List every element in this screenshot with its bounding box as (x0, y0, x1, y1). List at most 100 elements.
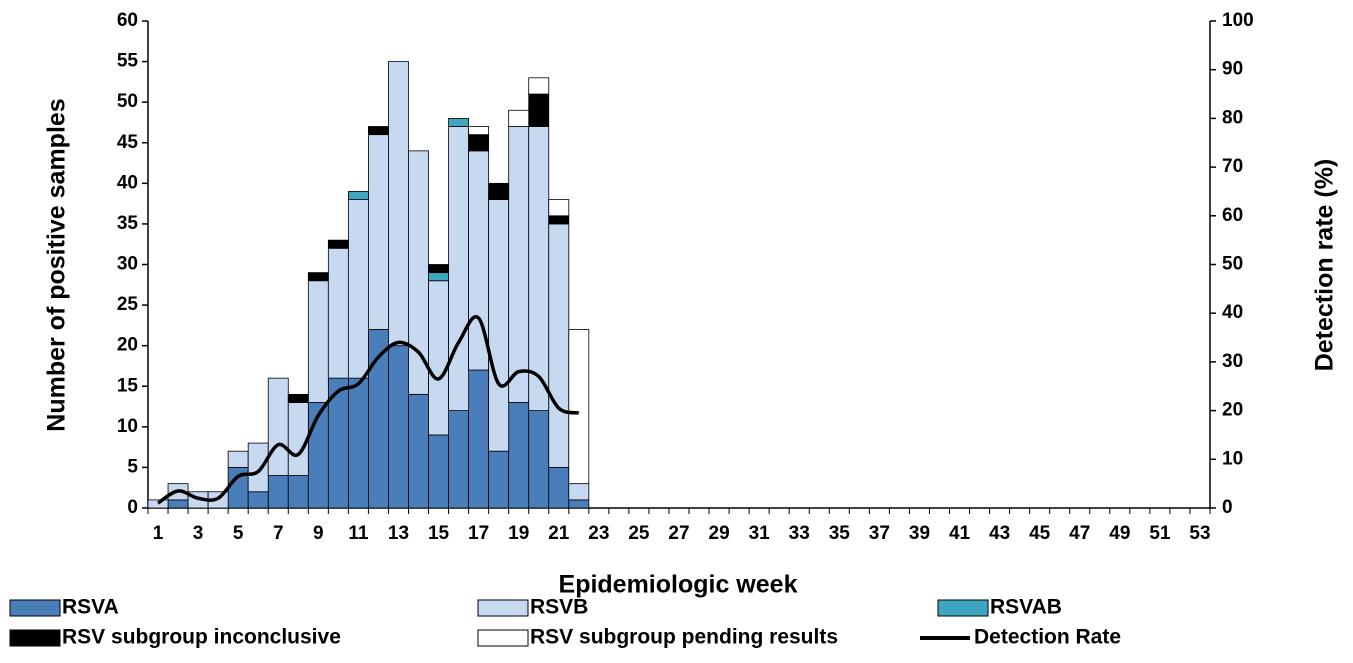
bar (347, 191, 369, 200)
bar (247, 442, 269, 493)
bar (528, 93, 550, 127)
y-tick-label: 40 (117, 172, 138, 193)
y2-tick-label: 60 (1222, 205, 1243, 226)
bar (267, 475, 289, 509)
y2-tick-label: 90 (1222, 59, 1243, 80)
bar (548, 223, 570, 468)
x-tick-label: 53 (1189, 523, 1210, 544)
x-tick-label: 37 (869, 523, 890, 544)
bar (548, 467, 570, 509)
bar (568, 329, 590, 485)
y-tick-label: 60 (117, 10, 138, 31)
x-tick-label: 21 (548, 523, 570, 544)
bar (327, 239, 349, 249)
bar (468, 134, 490, 152)
x-tick-label: 19 (508, 523, 529, 544)
bar (448, 126, 470, 412)
x-tick-label: 29 (709, 523, 730, 544)
line (157, 314, 580, 505)
x-tick-label: 33 (789, 523, 810, 544)
x-tick-label: 47 (1069, 523, 1090, 544)
x-tick-label: 23 (588, 523, 609, 544)
y2-tick-label: 10 (1222, 448, 1243, 469)
bar (347, 377, 369, 509)
bar (488, 450, 510, 509)
y-axis-title: Number of positive samples (43, 98, 71, 431)
x-tick-label: 11 (348, 523, 369, 544)
bar (428, 264, 449, 274)
bar (388, 61, 409, 347)
y2-tick-label: 70 (1222, 156, 1243, 177)
y2-tick-label: 30 (1222, 351, 1243, 372)
y-tick-label: 35 (117, 213, 139, 234)
bar (568, 499, 590, 509)
bar (548, 215, 570, 225)
legend-swatch (937, 599, 989, 617)
bar (227, 450, 249, 468)
bar (347, 199, 369, 379)
bar (307, 280, 329, 403)
y-tick-label: 50 (117, 91, 138, 112)
bar (568, 483, 590, 501)
bar (307, 272, 329, 282)
y2-tick-label: 20 (1222, 400, 1243, 421)
bar (528, 126, 550, 412)
x-tick-label: 39 (909, 523, 930, 544)
x-axis-title: Epidemiologic week (559, 571, 798, 599)
y-tick-label: 15 (117, 375, 139, 396)
y-tick-label: 5 (127, 456, 138, 477)
bar (428, 434, 449, 509)
y2-tick-label: 0 (1222, 497, 1233, 518)
x-tick-label: 9 (313, 523, 324, 544)
bar (468, 369, 490, 509)
x-tick-label: 5 (233, 523, 244, 544)
x-tick-label: 35 (829, 523, 851, 544)
bar (528, 77, 550, 95)
y-tick-label: 55 (117, 51, 139, 72)
y-tick-label: 45 (117, 132, 139, 153)
x-tick-label: 1 (153, 523, 164, 544)
bar (287, 475, 309, 509)
bar (428, 280, 449, 436)
bar (267, 377, 289, 476)
y2-tick-label: 40 (1222, 302, 1243, 323)
legend-label: RSV subgroup inconclusive (62, 626, 341, 649)
bar (287, 393, 309, 403)
bar (247, 491, 269, 509)
bar (327, 247, 349, 379)
y-tick-label: 20 (117, 335, 138, 356)
legend-label: RSVB (530, 596, 588, 619)
bar (528, 410, 550, 509)
y2-axis-title: Detection rate (%) (1311, 159, 1339, 372)
x-tick-label: 45 (1029, 523, 1051, 544)
bar (448, 118, 470, 127)
x-tick-label: 17 (468, 523, 489, 544)
bar (368, 134, 389, 330)
y2-tick-label: 100 (1222, 10, 1254, 31)
x-tick-label: 51 (1149, 523, 1171, 544)
legend-label: RSVAB (990, 596, 1062, 619)
y2-tick-label: 50 (1222, 254, 1243, 275)
bar (368, 126, 389, 136)
bar (488, 182, 510, 200)
bar (167, 499, 189, 509)
legend-swatch (477, 629, 529, 647)
bar (508, 109, 530, 127)
bar (287, 402, 309, 476)
legend-label: RSVA (62, 596, 119, 619)
bar (488, 199, 510, 452)
x-tick-label: 49 (1109, 523, 1130, 544)
bar (428, 272, 449, 282)
bar (508, 402, 530, 509)
x-tick-label: 13 (388, 523, 409, 544)
y-tick-label: 10 (117, 416, 138, 437)
bar (388, 345, 409, 509)
bar (408, 150, 429, 395)
bar (508, 126, 530, 403)
legend-swatch (9, 629, 61, 647)
x-tick-label: 15 (428, 523, 450, 544)
bar (448, 410, 470, 509)
x-tick-label: 31 (749, 523, 771, 544)
bar (468, 126, 490, 136)
